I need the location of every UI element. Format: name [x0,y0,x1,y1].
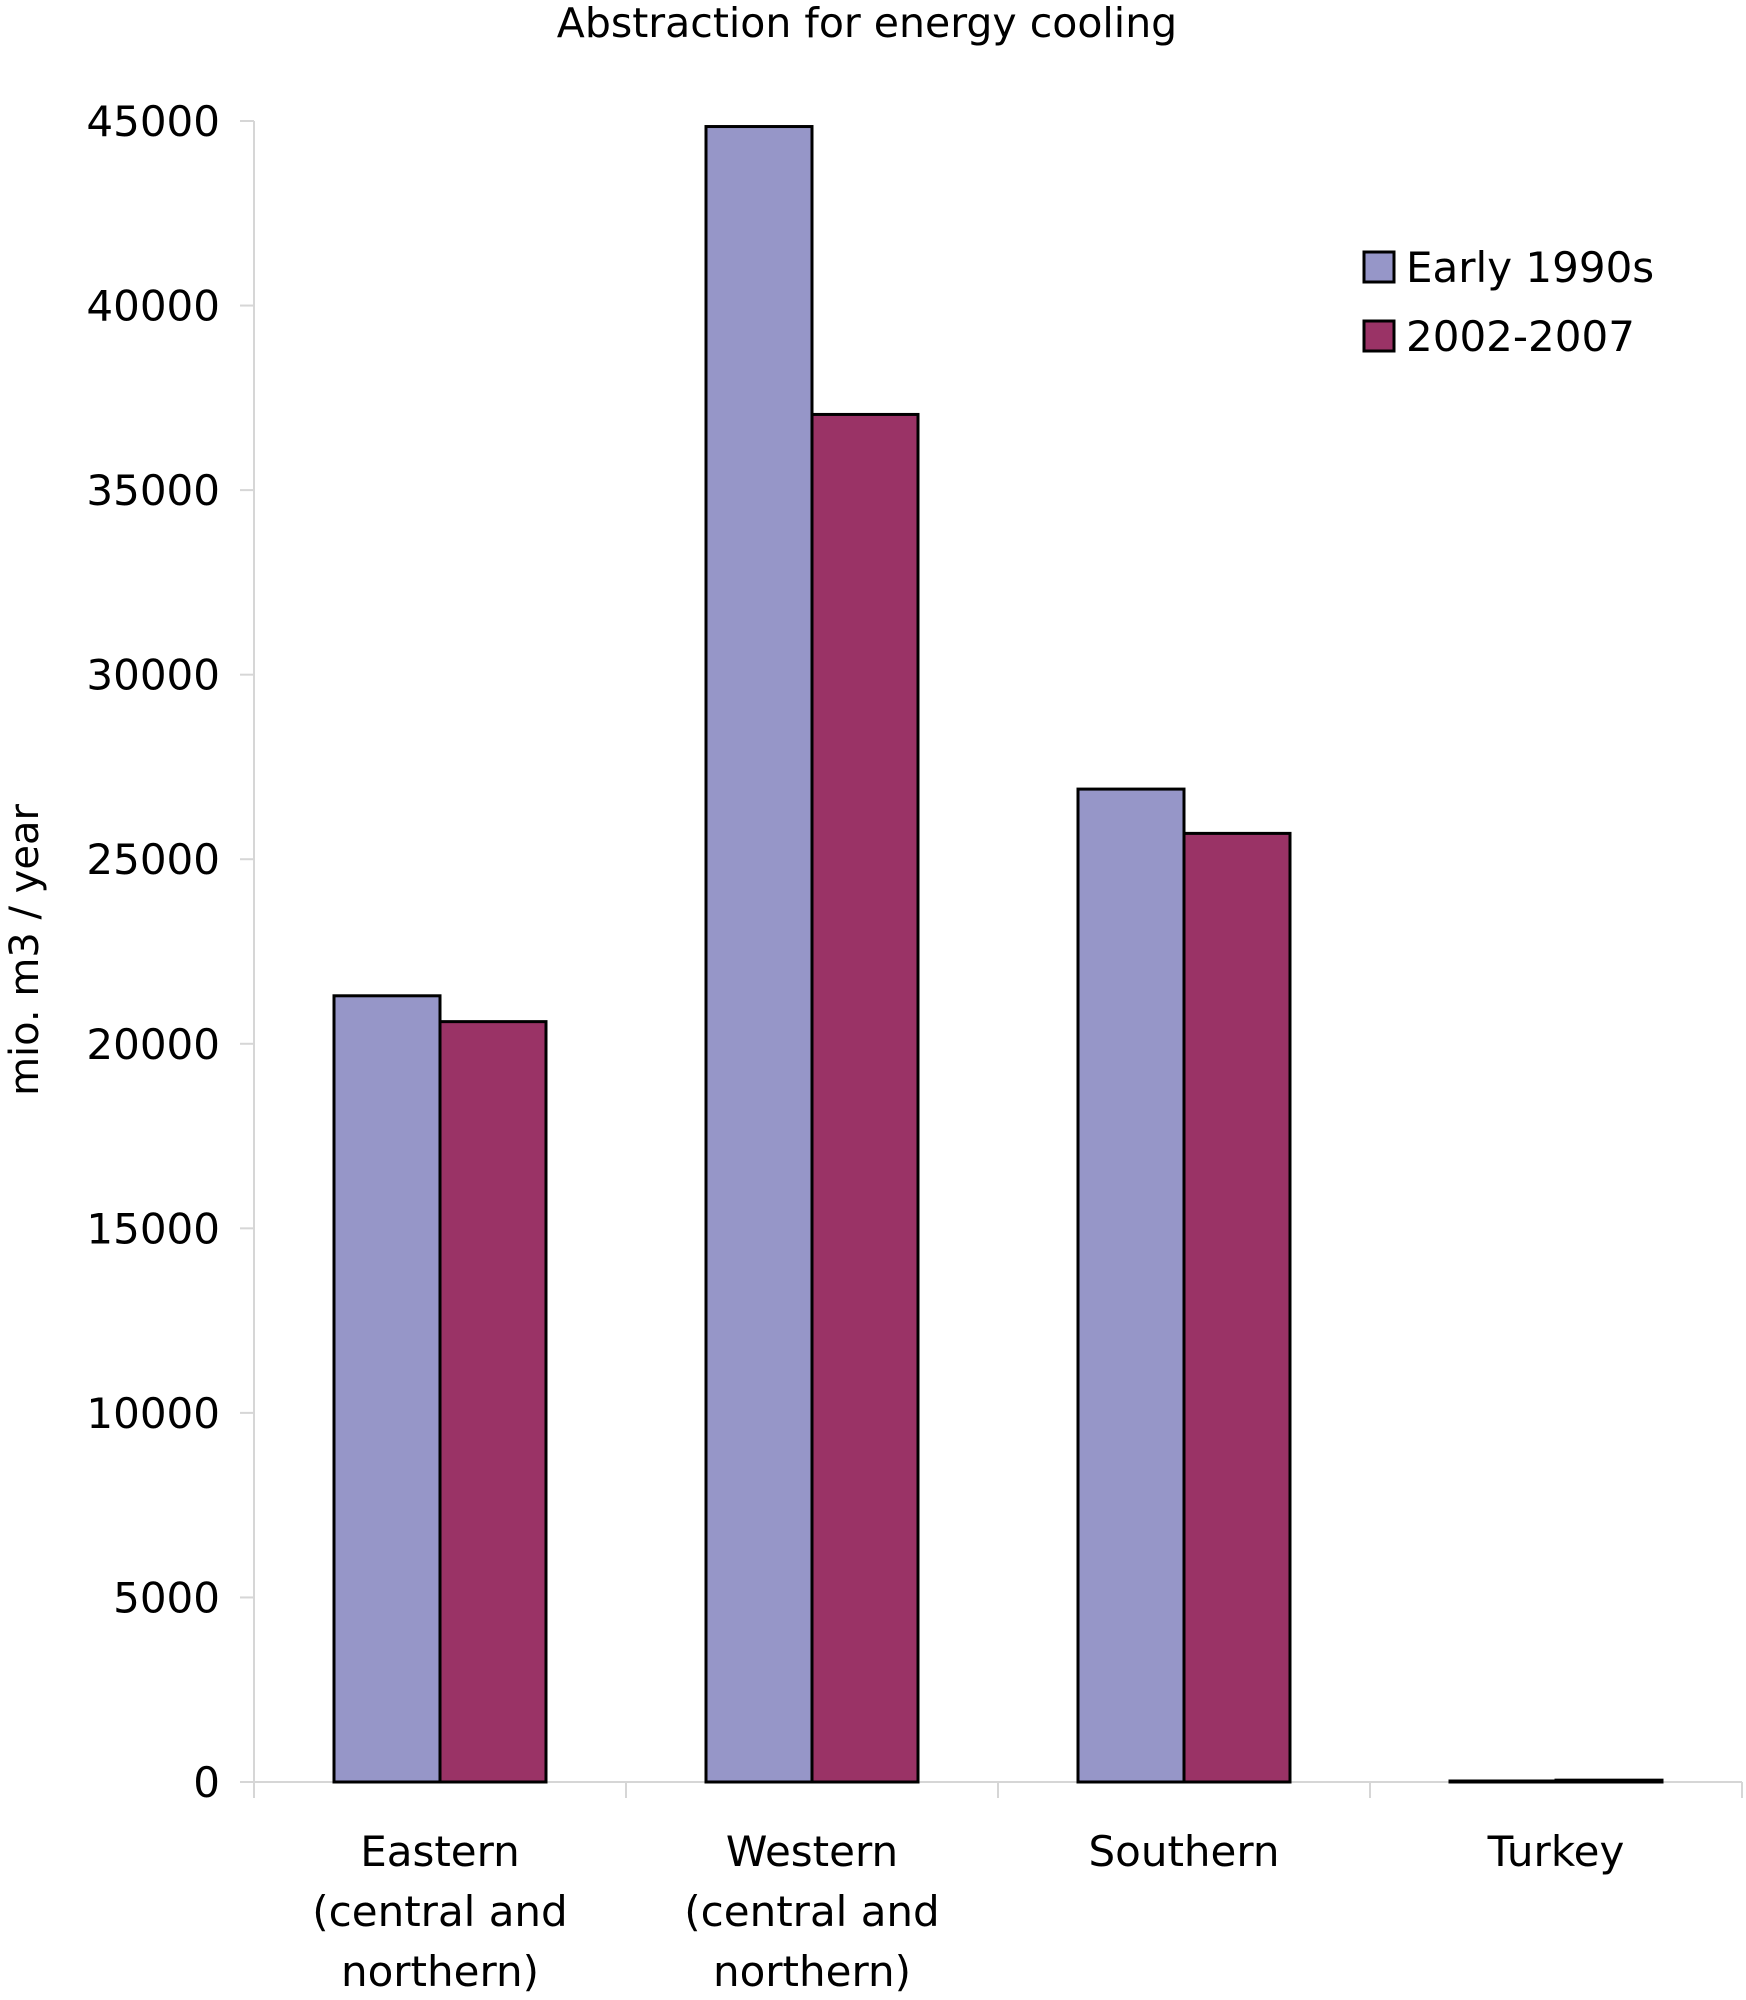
axes: 0 5000 10000 15000 20000 25000 30000 35000 40000… [86,97,1743,1807]
bar-early-1990s-1 [704,125,814,1784]
chart-title: Abstraction for energy cooling [557,0,1177,47]
legend: Early 1990s 2002-2007 [1362,243,1654,361]
legend-label: Early 1990s [1406,243,1654,292]
category-label: northern) [713,1947,911,1996]
bar-early-1990s-0 [332,994,442,1784]
bar-early-1990s-2 [1076,787,1186,1784]
y-tick-label: 45000 [86,97,220,146]
y-tick-label: 15000 [86,1204,220,1253]
legend-label: 2002-2007 [1406,312,1635,361]
y-axis-title: mio. m3 / year [2,804,48,1096]
category-label: Western [726,1827,898,1876]
bar-early-1990s-3 [1448,1779,1558,1784]
bars [332,125,1664,1784]
legend-swatch [1362,319,1396,353]
y-tick-label: 10000 [86,1389,220,1438]
category-label: (central and [684,1887,939,1936]
legend-swatch [1362,250,1396,284]
category-label: Eastern [360,1827,520,1876]
y-tick-label: 5000 [113,1573,220,1622]
y-tick-label: 20000 [86,1020,220,1069]
bar-2002-2007-0 [438,1020,548,1784]
category-labels: Eastern (central and northern) Western (cent… [312,1827,1624,1996]
y-tick-label: 30000 [86,651,220,700]
category-label: (central and [312,1887,567,1936]
y-tick-label: 0 [193,1758,220,1807]
category-label: Southern [1088,1827,1279,1876]
y-tick-label: 25000 [86,835,220,884]
category-label: northern) [341,1947,539,1996]
bar-2002-2007-3 [1554,1778,1664,1784]
y-tick-label: 35000 [86,466,220,515]
category-label: Turkey [1487,1827,1625,1876]
bar-2002-2007-2 [1182,831,1292,1784]
bar-2002-2007-1 [810,412,920,1784]
y-tick-label: 40000 [86,282,220,331]
